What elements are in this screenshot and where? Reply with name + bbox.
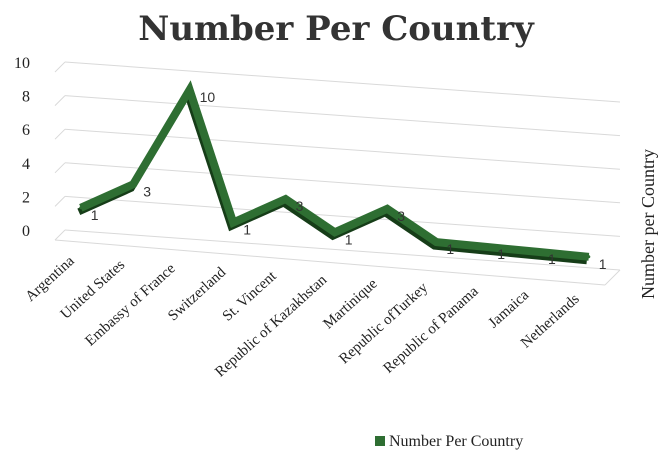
y-axis-ticks: 0 2 4 6 8 10 (14, 55, 30, 240)
y-tick-label: 2 (22, 189, 30, 206)
data-label: 1 (548, 251, 556, 267)
data-point (79, 206, 83, 210)
data-point (385, 207, 389, 211)
data-point (231, 221, 235, 224)
data-point (284, 197, 288, 201)
data-point (485, 245, 489, 249)
data-point (188, 88, 192, 92)
data-point (333, 230, 337, 234)
gridline-depth (54, 162, 66, 174)
series-line (77, 80, 591, 265)
gridline (64, 61, 621, 103)
x-category-label: Republic of Kazakhstan (212, 272, 330, 381)
legend-label: Number Per Country (389, 433, 523, 450)
data-point (587, 255, 591, 259)
legend: Number Per Country (375, 433, 523, 450)
x-category-label: Argentina (23, 253, 78, 305)
data-label: 1 (599, 256, 607, 272)
gridline-depth (54, 128, 66, 140)
x-category-label: Republic of Panama (381, 283, 482, 377)
data-label: 1 (345, 231, 353, 247)
x-category-label: Jamaica (486, 287, 533, 331)
legend-swatch (375, 436, 385, 446)
y-tick-label: 0 (22, 223, 30, 240)
floor-side-edge (604, 269, 621, 286)
y-axis-title: Number per Country (638, 149, 658, 299)
x-category-label: Embassy of France (83, 260, 179, 349)
gridline-depth (54, 229, 66, 241)
data-label: 1 (497, 246, 505, 262)
data-point (131, 182, 135, 186)
gridline (64, 229, 621, 271)
gridline-depth (54, 95, 66, 106)
data-labels: 1 3 10 1 3 1 3 1 1 1 1 (91, 89, 607, 272)
data-point (434, 240, 438, 244)
gridline (64, 162, 621, 204)
y-tick-label: 10 (14, 55, 30, 72)
gridline-depth (54, 196, 66, 207)
data-label: 3 (397, 208, 405, 224)
data-label: 3 (143, 183, 151, 199)
chart-title: Number Per Country (138, 9, 535, 49)
gridline-depth (54, 61, 66, 73)
data-label: 1 (91, 207, 99, 223)
y-tick-label: 8 (22, 89, 30, 106)
y-tick-label: 6 (22, 122, 30, 139)
data-label: 1 (243, 222, 251, 238)
data-label: 3 (296, 198, 304, 214)
floor-edge (54, 239, 606, 286)
gridline (64, 195, 621, 237)
data-point (536, 250, 540, 254)
gridline (64, 95, 621, 137)
data-label: 10 (200, 89, 216, 105)
y-tick-label: 4 (22, 156, 30, 173)
data-label: 1 (446, 241, 454, 257)
